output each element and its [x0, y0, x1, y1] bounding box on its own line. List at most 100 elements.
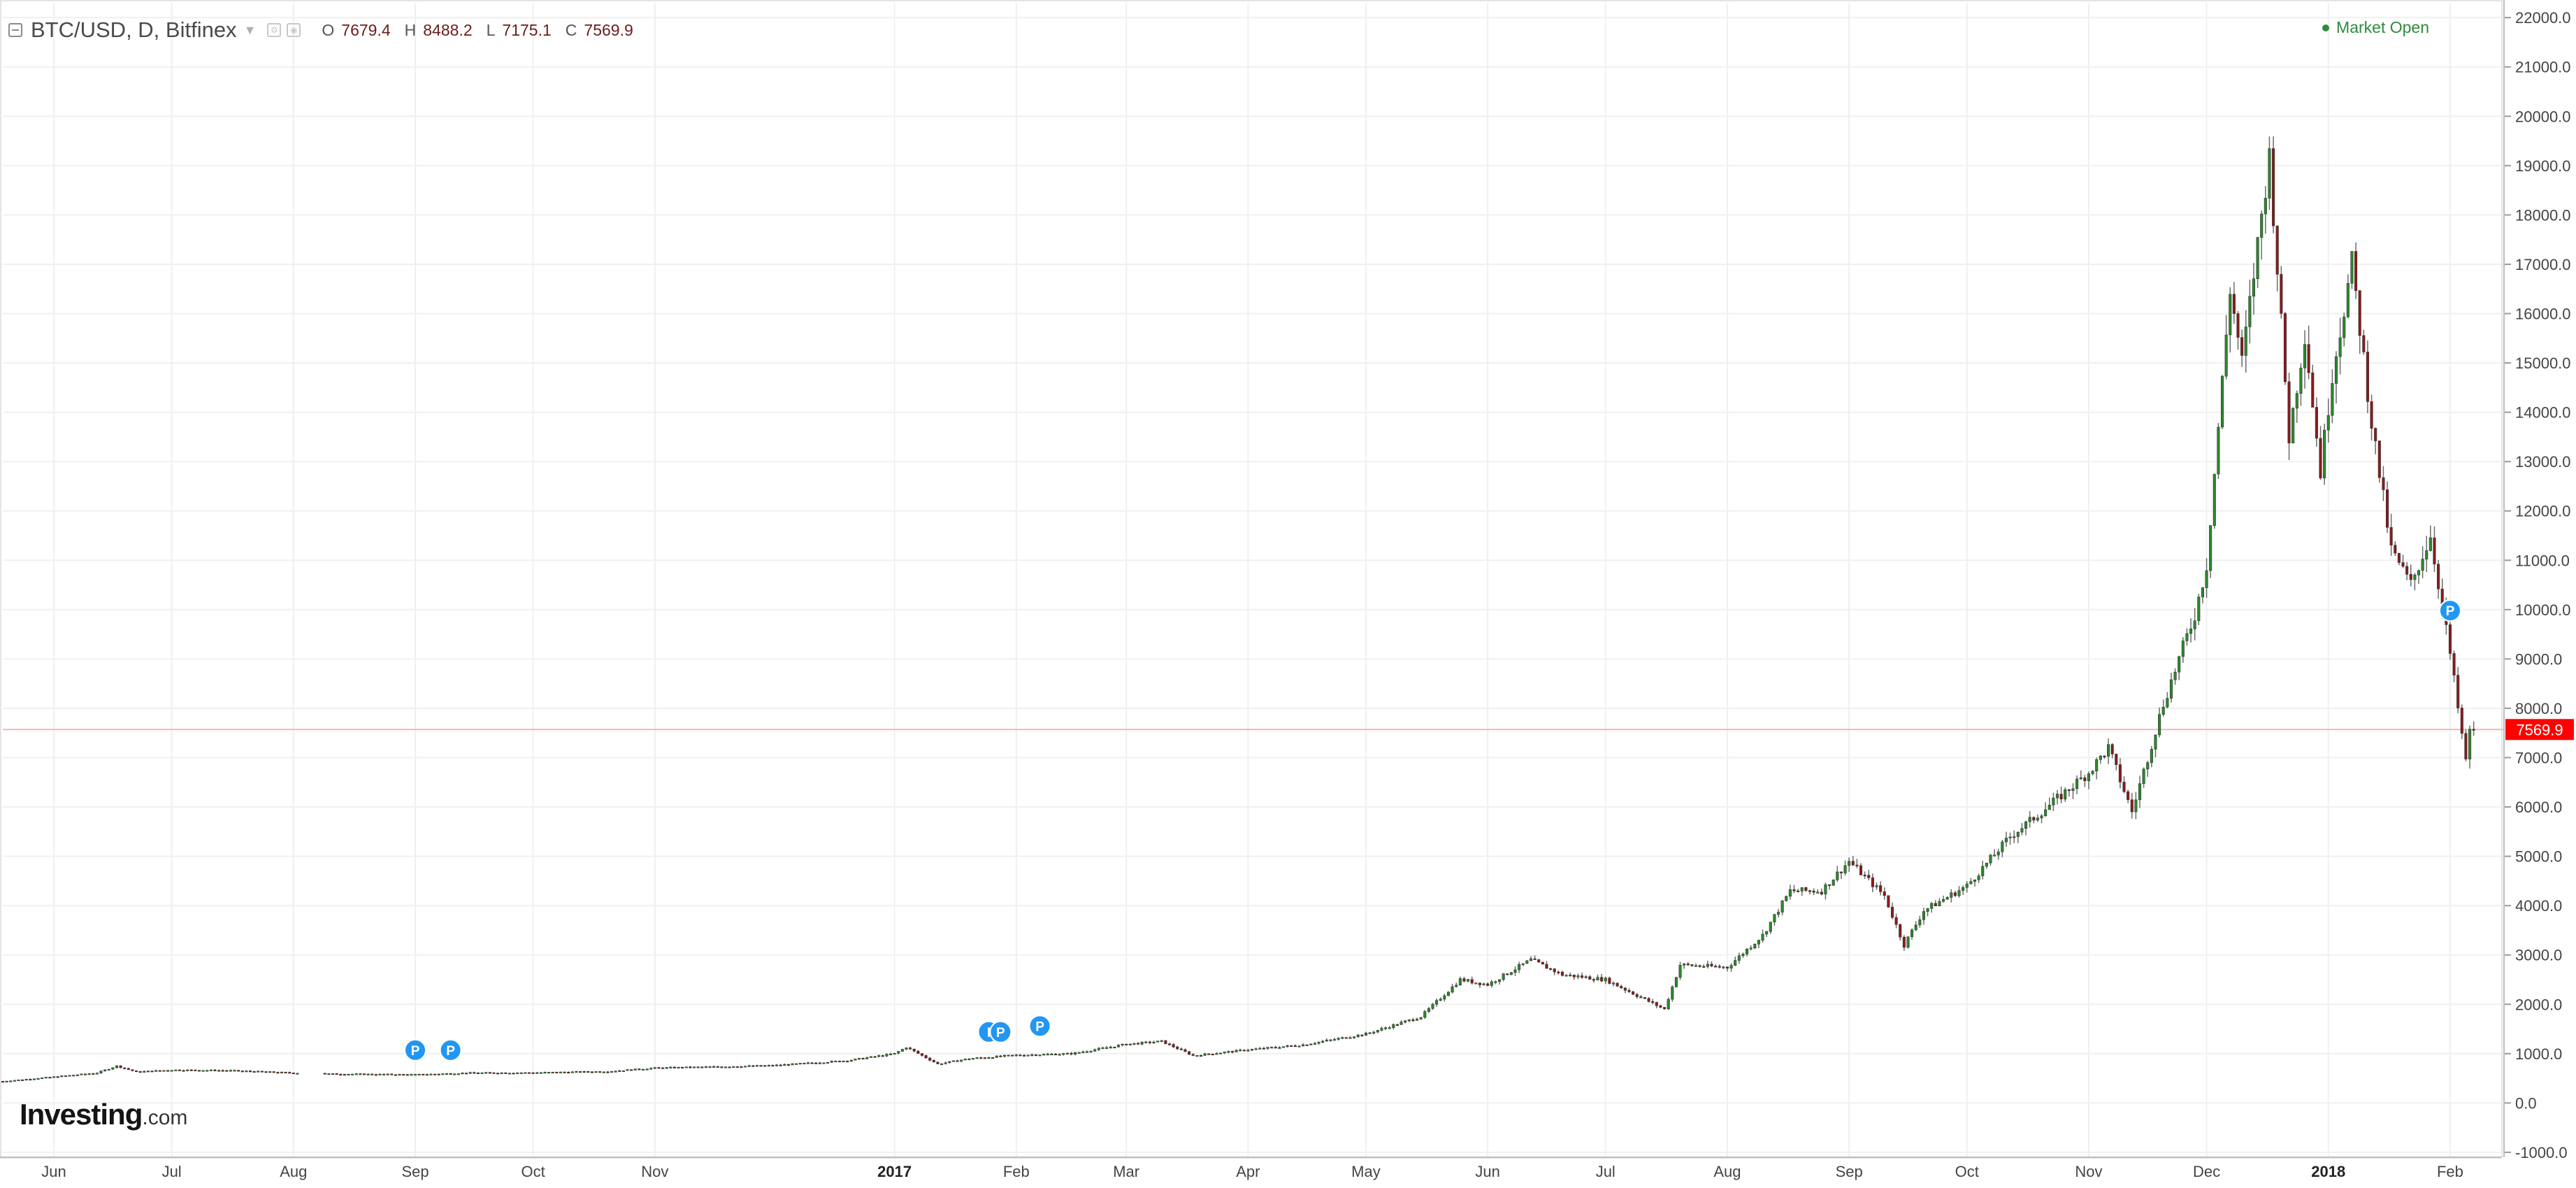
candle-up — [826, 1061, 830, 1064]
settings-icon[interactable]: ⚙ — [267, 23, 282, 37]
candle-down — [382, 1073, 386, 1075]
candle-up — [1439, 999, 1442, 1001]
candle-down — [579, 1071, 582, 1073]
candle-up — [186, 1069, 189, 1071]
candle-up — [1380, 1028, 1383, 1031]
candle-down — [1890, 906, 1894, 918]
candle-up — [795, 1063, 798, 1065]
x-tick-label: Feb — [1003, 1163, 1030, 1180]
candle-down — [661, 1067, 665, 1069]
y-tick-label: 17000.0 — [2515, 256, 2571, 273]
candle-down — [2433, 537, 2436, 565]
candle-down — [924, 1055, 928, 1059]
candle-up — [2326, 415, 2330, 431]
last-price-label: 7569.9 — [2516, 721, 2563, 738]
candle-down — [1506, 973, 1509, 975]
candle-up — [1332, 1039, 1337, 1041]
candle-up — [645, 1068, 649, 1071]
candle-up — [665, 1067, 668, 1069]
candle-down — [150, 1071, 154, 1073]
candle-up — [535, 1072, 539, 1074]
event-marker[interactable]: P — [1028, 1015, 1051, 1038]
candle-down — [2472, 729, 2475, 731]
candle-up — [1062, 1053, 1065, 1055]
candle-down — [2409, 574, 2412, 580]
candle-down — [276, 1072, 280, 1074]
candle-down — [606, 1071, 610, 1073]
candle-up — [1144, 1041, 1148, 1043]
logo-brand: Investing — [20, 1098, 143, 1131]
candle-down — [2130, 799, 2134, 813]
candle-up — [1722, 966, 1725, 968]
candle-up — [480, 1072, 484, 1074]
event-marker[interactable]: P — [989, 1020, 1012, 1043]
chevron-down-icon[interactable]: ▼ — [243, 22, 257, 37]
candle-down — [2354, 251, 2358, 291]
candle-down — [2240, 337, 2244, 356]
candle-up — [2224, 334, 2228, 377]
candle-up — [2181, 640, 2185, 657]
y-tick-label: 16000.0 — [2515, 306, 2571, 323]
candle-up — [378, 1073, 382, 1075]
candle-up — [2071, 788, 2075, 792]
market-status-label: Market Open — [2336, 18, 2429, 36]
candle-down — [1608, 978, 1611, 984]
collapse-icon[interactable] — [8, 23, 22, 37]
candle-up — [1996, 851, 2000, 856]
candle-down — [979, 1057, 983, 1059]
candle-up — [2417, 570, 2421, 575]
candle-up — [708, 1066, 712, 1068]
candle-down — [2370, 401, 2373, 429]
candle-up — [2028, 817, 2031, 822]
candle-down — [861, 1058, 865, 1060]
candle-up — [1254, 1048, 1258, 1050]
candle-up — [1156, 1040, 1160, 1043]
candle-down — [213, 1069, 217, 1071]
candle-down — [488, 1072, 491, 1074]
candle-up — [626, 1069, 629, 1071]
event-marker[interactable]: P — [2438, 599, 2461, 622]
candle-up — [1843, 865, 1847, 873]
candle-down — [221, 1070, 224, 1072]
symbol-title[interactable]: BTC/USD, D, Bitfinex — [31, 17, 237, 42]
event-marker[interactable]: P — [439, 1038, 462, 1061]
candle-down — [1588, 976, 1592, 980]
eye-icon[interactable]: ◉ — [287, 23, 301, 37]
candle-down — [1887, 895, 1890, 908]
candle-up — [975, 1057, 979, 1059]
candle-down — [2115, 754, 2118, 765]
candle-up — [1671, 987, 1674, 1000]
candle-up — [2217, 427, 2220, 475]
candle-up — [1458, 978, 1462, 986]
candle-up — [2001, 841, 2004, 852]
x-tick-label: May — [1351, 1163, 1381, 1180]
candle-up — [1046, 1054, 1049, 1056]
candle-up — [32, 1078, 36, 1080]
candle-down — [1698, 965, 1701, 967]
event-marker[interactable]: P — [404, 1038, 427, 1061]
candle-up — [818, 1062, 821, 1064]
candle-up — [2142, 768, 2145, 785]
candle-up — [893, 1052, 896, 1055]
candle-up — [2338, 337, 2342, 357]
candle-up — [68, 1075, 71, 1077]
candle-up — [1816, 892, 1820, 894]
candle-up — [1824, 884, 1827, 895]
candle-down — [476, 1072, 480, 1075]
candle-up — [1678, 965, 1682, 978]
event-marker-label: P — [411, 1044, 420, 1059]
candle-down — [2394, 545, 2397, 554]
candle-up — [834, 1061, 837, 1063]
candle-down — [956, 1060, 959, 1062]
candle-up — [1753, 943, 1757, 948]
candle-down — [166, 1070, 170, 1072]
candle-up — [1694, 965, 1698, 967]
candle-down — [1647, 998, 1650, 1002]
candle-up — [206, 1070, 209, 1072]
candle-up — [327, 1073, 331, 1075]
candle-down — [846, 1060, 849, 1063]
candle-down — [1627, 989, 1631, 992]
y-tick-label: -1000.0 — [2515, 1144, 2568, 1161]
